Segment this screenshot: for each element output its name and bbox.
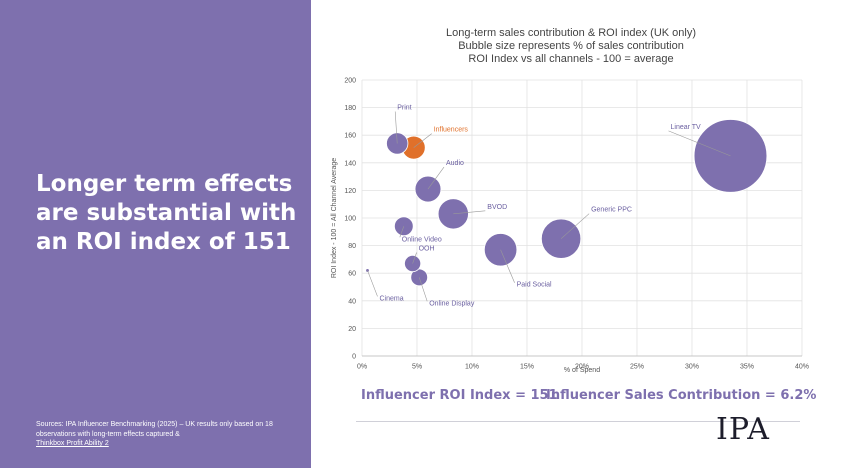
source-text: Sources: IPA Influencer Benchmarking (20… [36,421,273,438]
ipa-logo: IPA [716,412,770,447]
source-link[interactable]: Thinkbox Profit Ability 2 [36,440,109,447]
bubble-generic-ppc [540,218,582,259]
bubble-label: Online Display [429,300,475,307]
x-tick-label: 25% [630,364,644,371]
bubble-label: Online Video [402,236,442,243]
x-tick-label: 40% [795,364,809,371]
y-tick-label: 0 [352,354,356,361]
y-tick-label: 180 [344,105,356,112]
x-tick-label: 30% [685,364,699,371]
bubble-label: Cinema [380,295,404,302]
leader-line [394,111,398,144]
sales-contribution-stat: Influencer Sales Contribution = 6.2% [546,388,817,403]
bubble-label: Influencers [434,127,469,134]
x-tick-label: 0% [357,364,367,371]
y-tick-label: 40 [348,298,356,305]
chart-title-line: Bubble size represents % of sales contri… [458,40,684,52]
y-axis-label: ROI Index - 100 = All Channel Average [331,158,338,278]
leader-line [418,277,428,302]
x-axis-label: % of Spend [564,367,600,374]
x-tick-label: 5% [412,364,422,371]
y-tick-label: 100 [344,216,356,223]
leader-line [412,252,417,264]
chart-title-line: Long-term sales contribution & ROI index… [446,27,696,39]
bubble-chart: Long-term sales contribution & ROI index… [331,27,809,374]
x-tick-label: 20% [575,364,589,371]
bubble-audio [414,175,442,203]
bubble-label: Audio [446,160,464,167]
y-tick-label: 120 [344,188,356,195]
bubble-label: Generic PPC [591,207,632,214]
y-tick-label: 160 [344,133,356,140]
bubble-paid-social [483,233,518,267]
leader-line [453,210,486,215]
bubble-ooh [404,254,422,273]
x-tick-label: 15% [520,364,534,371]
y-tick-label: 60 [348,271,356,278]
bubble-label: Paid Social [517,282,552,289]
bubble-label: Print [397,104,411,111]
bubble-label: BVOD [487,204,507,211]
bubble-bvod [437,198,469,230]
bubble-label: OOH [419,246,435,253]
y-tick-label: 140 [344,160,356,167]
bubble-print [386,132,409,155]
leader-line [427,166,445,190]
y-tick-label: 80 [348,243,356,250]
leader-line [399,226,405,238]
chart-title-line: ROI Index vs all channels - 100 = averag… [468,53,673,65]
left-panel: Longer term effects are substantial with… [0,0,311,468]
bubble-label: Linear TV [671,124,702,131]
leader-line [668,130,731,157]
leader-line [560,213,590,239]
leader-line [500,249,515,283]
leader-line [367,270,378,297]
divider [356,421,800,422]
y-tick-label: 200 [344,78,356,85]
roi-index-stat: Influencer ROI Index = 151 [361,388,558,403]
leader-line [413,133,432,148]
x-tick-label: 35% [740,364,754,371]
headline: Longer term effects are substantial with… [36,171,297,255]
y-tick-label: 20 [348,326,356,333]
source-note: Sources: IPA Influencer Benchmarking (20… [36,420,306,449]
x-tick-label: 10% [465,364,479,371]
